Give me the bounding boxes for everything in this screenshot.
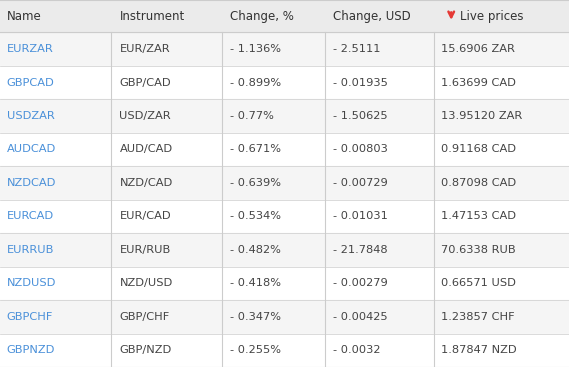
Bar	[0, 32, 569, 66]
Text: USD/ZAR: USD/ZAR	[119, 111, 171, 121]
Text: - 0.671%: - 0.671%	[230, 145, 282, 155]
Text: - 0.0032: - 0.0032	[333, 345, 380, 355]
Bar	[0, 66, 569, 99]
Text: GBP/NZD: GBP/NZD	[119, 345, 172, 355]
Text: NZDCAD: NZDCAD	[7, 178, 56, 188]
Text: - 0.01031: - 0.01031	[333, 211, 387, 221]
Text: GBP/CAD: GBP/CAD	[119, 77, 171, 87]
Text: EUR/ZAR: EUR/ZAR	[119, 44, 170, 54]
Text: - 21.7848: - 21.7848	[333, 245, 387, 255]
Bar	[0, 99, 569, 133]
Text: 1.87847 NZD: 1.87847 NZD	[441, 345, 517, 355]
Bar	[0, 200, 569, 233]
Text: - 0.00279: - 0.00279	[333, 278, 387, 288]
Text: 1.23857 CHF: 1.23857 CHF	[441, 312, 514, 322]
Text: NZDUSD: NZDUSD	[7, 278, 56, 288]
Text: AUDCAD: AUDCAD	[7, 145, 56, 155]
Text: - 1.136%: - 1.136%	[230, 44, 282, 54]
Text: AUD/CAD: AUD/CAD	[119, 145, 172, 155]
Bar	[0, 133, 569, 166]
Text: USDZAR: USDZAR	[7, 111, 55, 121]
Text: - 2.5111: - 2.5111	[333, 44, 380, 54]
Bar	[0, 334, 569, 367]
Bar	[0, 166, 569, 200]
Text: 15.6906 ZAR: 15.6906 ZAR	[441, 44, 515, 54]
Text: Instrument: Instrument	[119, 10, 185, 23]
Text: EURZAR: EURZAR	[7, 44, 53, 54]
Text: - 0.00425: - 0.00425	[333, 312, 387, 322]
Text: - 0.534%: - 0.534%	[230, 211, 282, 221]
Text: 0.87098 CAD: 0.87098 CAD	[441, 178, 516, 188]
Text: EURRUB: EURRUB	[7, 245, 54, 255]
Bar	[0, 266, 569, 300]
Text: EURCAD: EURCAD	[7, 211, 54, 221]
Text: Live prices: Live prices	[460, 10, 524, 23]
Text: - 0.418%: - 0.418%	[230, 278, 282, 288]
Bar	[0, 0, 569, 32]
Bar	[0, 300, 569, 334]
Text: EUR/RUB: EUR/RUB	[119, 245, 171, 255]
Text: - 0.639%: - 0.639%	[230, 178, 282, 188]
Text: - 0.01935: - 0.01935	[333, 77, 387, 87]
Text: GBPCHF: GBPCHF	[7, 312, 53, 322]
Text: 13.95120 ZAR: 13.95120 ZAR	[441, 111, 522, 121]
Text: - 0.899%: - 0.899%	[230, 77, 282, 87]
Text: NZD/USD: NZD/USD	[119, 278, 173, 288]
Text: - 0.255%: - 0.255%	[230, 345, 282, 355]
Text: Name: Name	[7, 10, 42, 23]
Text: Change, %: Change, %	[230, 10, 294, 23]
Text: - 0.00803: - 0.00803	[333, 145, 387, 155]
Text: EUR/CAD: EUR/CAD	[119, 211, 171, 221]
Text: - 0.482%: - 0.482%	[230, 245, 281, 255]
Bar	[0, 233, 569, 266]
Text: NZD/CAD: NZD/CAD	[119, 178, 173, 188]
Text: 70.6338 RUB: 70.6338 RUB	[441, 245, 516, 255]
Text: - 0.347%: - 0.347%	[230, 312, 282, 322]
Text: GBPNZD: GBPNZD	[7, 345, 55, 355]
Text: 1.47153 CAD: 1.47153 CAD	[441, 211, 516, 221]
Text: - 1.50625: - 1.50625	[333, 111, 387, 121]
Text: 0.66571 USD: 0.66571 USD	[441, 278, 516, 288]
Text: GBP/CHF: GBP/CHF	[119, 312, 170, 322]
Text: Change, USD: Change, USD	[333, 10, 411, 23]
Text: - 0.00729: - 0.00729	[333, 178, 387, 188]
Text: 0.91168 CAD: 0.91168 CAD	[441, 145, 516, 155]
Text: GBPCAD: GBPCAD	[7, 77, 55, 87]
Text: - 0.77%: - 0.77%	[230, 111, 274, 121]
Text: 1.63699 CAD: 1.63699 CAD	[441, 77, 516, 87]
